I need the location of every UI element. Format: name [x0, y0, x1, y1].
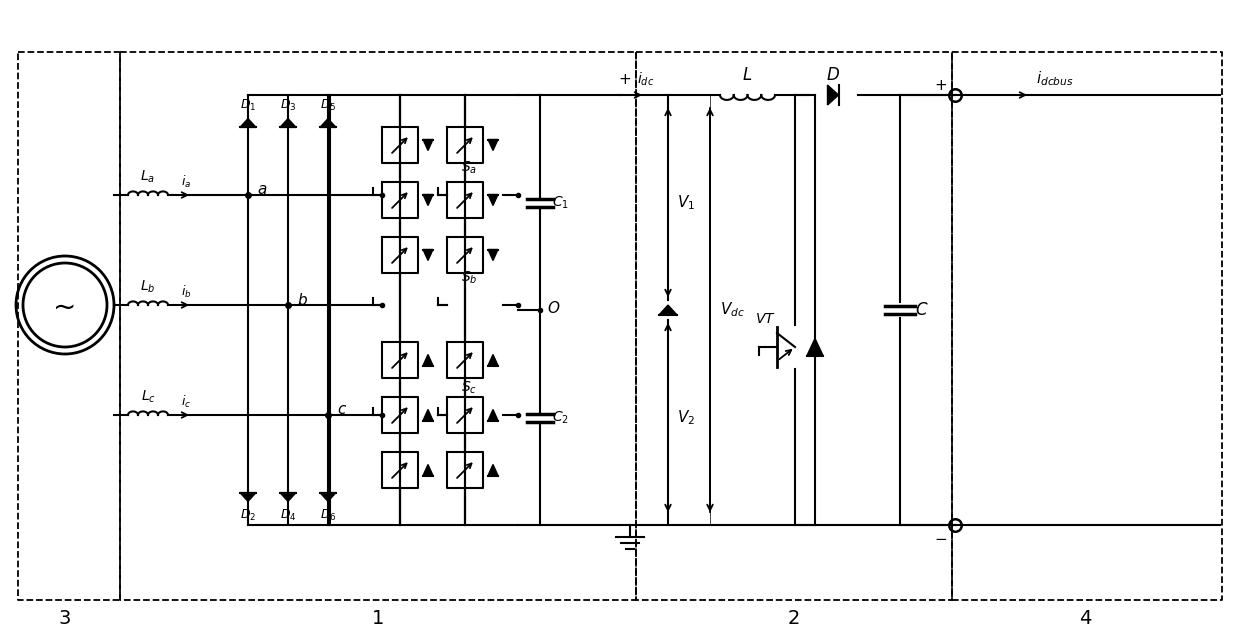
Text: $D_1$: $D_1$ [239, 97, 257, 113]
Text: 3: 3 [58, 608, 71, 627]
Text: $L_b$: $L_b$ [140, 279, 156, 295]
Text: $-$: $-$ [935, 529, 947, 544]
Polygon shape [423, 465, 433, 475]
Text: $i_c$: $i_c$ [181, 394, 191, 410]
Text: $+$: $+$ [935, 77, 947, 92]
Polygon shape [241, 492, 255, 501]
Polygon shape [423, 139, 433, 151]
Text: 1: 1 [372, 608, 384, 627]
Polygon shape [423, 194, 433, 206]
Text: $V_1$: $V_1$ [677, 193, 696, 212]
Polygon shape [320, 118, 336, 127]
Text: $c$: $c$ [337, 403, 347, 418]
Text: $O$: $O$ [547, 300, 560, 316]
Polygon shape [489, 354, 498, 365]
Text: ~: ~ [53, 294, 77, 322]
Text: $C$: $C$ [915, 301, 929, 319]
Text: 2: 2 [787, 608, 800, 627]
Text: $i_b$: $i_b$ [181, 284, 191, 300]
Text: $i_a$: $i_a$ [181, 174, 191, 190]
Text: $D_2$: $D_2$ [239, 508, 257, 523]
Polygon shape [827, 85, 838, 105]
Polygon shape [423, 249, 433, 261]
Text: $b$: $b$ [296, 292, 308, 308]
Polygon shape [280, 118, 296, 127]
Polygon shape [280, 492, 296, 501]
Text: $D_3$: $D_3$ [280, 97, 296, 113]
Polygon shape [489, 249, 498, 261]
Text: $S_b$: $S_b$ [461, 270, 477, 286]
Text: $V_{dc}$: $V_{dc}$ [719, 301, 744, 320]
Text: $a$: $a$ [257, 182, 267, 197]
Polygon shape [807, 339, 823, 356]
Text: $S_a$: $S_a$ [461, 160, 477, 176]
Polygon shape [658, 305, 677, 315]
Text: $L_c$: $L_c$ [140, 389, 155, 405]
Polygon shape [489, 139, 498, 151]
Text: $D_4$: $D_4$ [280, 508, 296, 523]
Polygon shape [423, 410, 433, 420]
Text: 4: 4 [1079, 608, 1091, 627]
Text: $C_2$: $C_2$ [552, 410, 568, 426]
Text: $L$: $L$ [743, 66, 753, 84]
Text: $i_{dc}$: $i_{dc}$ [637, 70, 655, 88]
Polygon shape [489, 194, 498, 206]
Polygon shape [241, 118, 255, 127]
Text: $C_1$: $C_1$ [552, 194, 568, 211]
Polygon shape [489, 410, 498, 420]
Text: $+$: $+$ [619, 72, 631, 87]
Text: $V_2$: $V_2$ [677, 408, 696, 427]
Polygon shape [320, 492, 336, 501]
Text: $D_5$: $D_5$ [320, 97, 336, 113]
Text: $L_a$: $L_a$ [140, 169, 155, 185]
Text: $i_{dcbus}$: $i_{dcbus}$ [1037, 70, 1074, 89]
Polygon shape [423, 354, 433, 365]
Text: $D$: $D$ [826, 66, 839, 84]
Text: $D_6$: $D_6$ [320, 508, 336, 523]
Text: $S_c$: $S_c$ [461, 380, 477, 396]
Text: $VT$: $VT$ [755, 312, 775, 326]
Polygon shape [489, 465, 498, 475]
